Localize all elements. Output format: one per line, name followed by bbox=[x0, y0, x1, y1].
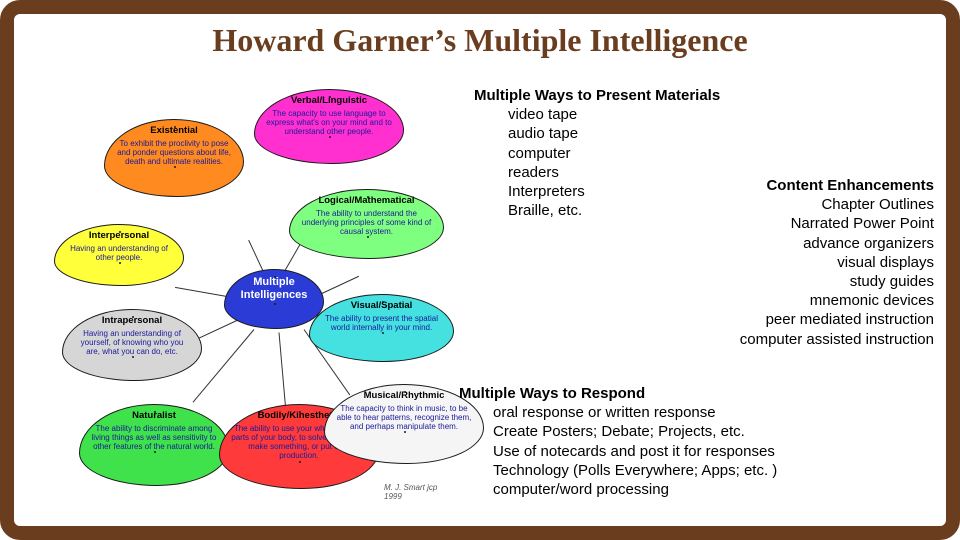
respond-item: Create Posters; Debate; Projects, etc. bbox=[493, 422, 777, 441]
cloud-verbal: Verbal/Linguistic The capacity to use lan… bbox=[254, 89, 404, 164]
intelligences-diagram: Verbal/Linguistic The capacity to use lan… bbox=[44, 84, 464, 504]
cloud-desc: Having an understanding of other people. bbox=[65, 244, 173, 262]
enhance-item: computer assisted instruction bbox=[740, 330, 934, 349]
cloud-existential: Existential To exhibit the proclivity to … bbox=[104, 119, 244, 197]
respond-item: oral response or written response bbox=[493, 403, 777, 422]
cloud-name: Intrapersonal bbox=[73, 316, 191, 327]
enhance-item: Narrated Power Point bbox=[740, 214, 934, 233]
enhance-item: mnemonic devices bbox=[740, 291, 934, 310]
cloud-desc: The capacity to think in music, to be ab… bbox=[335, 404, 473, 432]
present-block: Multiple Ways to Present Materials video… bbox=[474, 86, 720, 220]
cloud-name: Verbal/Linguistic bbox=[265, 96, 393, 107]
cloud-desc: The ability to understand the underlying… bbox=[300, 209, 433, 237]
present-item: Interpreters bbox=[508, 182, 720, 201]
cloud-name: Naturalist bbox=[90, 411, 218, 422]
present-item: readers bbox=[508, 163, 720, 182]
respond-item: computer/word processing bbox=[493, 480, 777, 499]
present-item: video tape bbox=[508, 105, 720, 124]
present-items: video tapeaudio tapecomputerreadersInter… bbox=[474, 105, 720, 220]
cloud-naturalist: Naturalist The ability to discriminate am… bbox=[79, 404, 229, 486]
enhance-item: visual displays bbox=[740, 253, 934, 272]
respond-item: Use of notecards and post it for respons… bbox=[493, 442, 777, 461]
enhance-header: Content Enhancements bbox=[740, 176, 934, 195]
cloud-name: Logical/Mathematical bbox=[300, 196, 433, 207]
present-item: Braille, etc. bbox=[508, 201, 720, 220]
enhance-item: study guides bbox=[740, 272, 934, 291]
cloud-desc: The ability to discriminate among living… bbox=[90, 424, 218, 452]
cloud-desc: The capacity to use language to express … bbox=[265, 109, 393, 137]
cloud-intrapersonal: Intrapersonal Having an understanding of … bbox=[62, 309, 202, 381]
cloud-logical: Logical/Mathematical The ability to under… bbox=[289, 189, 444, 259]
cloud-name: Existential bbox=[115, 126, 233, 137]
respond-items: oral response or written responseCreate … bbox=[459, 403, 777, 499]
respond-block: Multiple Ways to Respond oral response o… bbox=[459, 384, 777, 499]
enhance-item: Chapter Outlines bbox=[740, 195, 934, 214]
present-item: audio tape bbox=[508, 124, 720, 143]
diagram-credit: M. J. Smart jcp1999 bbox=[384, 484, 437, 502]
cloud-desc: To exhibit the proclivity to pose and po… bbox=[115, 139, 233, 167]
slide-title: Howard Garner’s Multiple Intelligence bbox=[14, 22, 946, 59]
connector-line bbox=[193, 329, 255, 402]
cloud-center: MultipleIntelligences bbox=[224, 269, 324, 329]
enhance-items: Chapter OutlinesNarrated Power Pointadva… bbox=[740, 195, 934, 349]
cloud-name: Musical/Rhythmic bbox=[335, 391, 473, 402]
enhance-block: Content Enhancements Chapter OutlinesNar… bbox=[740, 176, 934, 349]
slide-frame: Howard Garner’s Multiple Intelligence Ve… bbox=[0, 0, 960, 540]
respond-header: Multiple Ways to Respond bbox=[459, 384, 777, 403]
present-header: Multiple Ways to Present Materials bbox=[474, 86, 720, 105]
cloud-desc: Having an understanding of yourself, of … bbox=[73, 329, 191, 357]
respond-item: Technology (Polls Everywhere; Apps; etc.… bbox=[493, 461, 777, 480]
cloud-name: MultipleIntelligences bbox=[235, 276, 313, 301]
enhance-item: advance organizers bbox=[740, 234, 934, 253]
cloud-interpersonal: Interpersonal Having an understanding of … bbox=[54, 224, 184, 286]
cloud-name: Visual/Spatial bbox=[320, 301, 443, 312]
present-item: computer bbox=[508, 144, 720, 163]
cloud-visual: Visual/Spatial The ability to present the… bbox=[309, 294, 454, 362]
cloud-desc: The ability to present the spatial world… bbox=[320, 314, 443, 332]
enhance-item: peer mediated instruction bbox=[740, 310, 934, 329]
cloud-name: Interpersonal bbox=[65, 231, 173, 242]
